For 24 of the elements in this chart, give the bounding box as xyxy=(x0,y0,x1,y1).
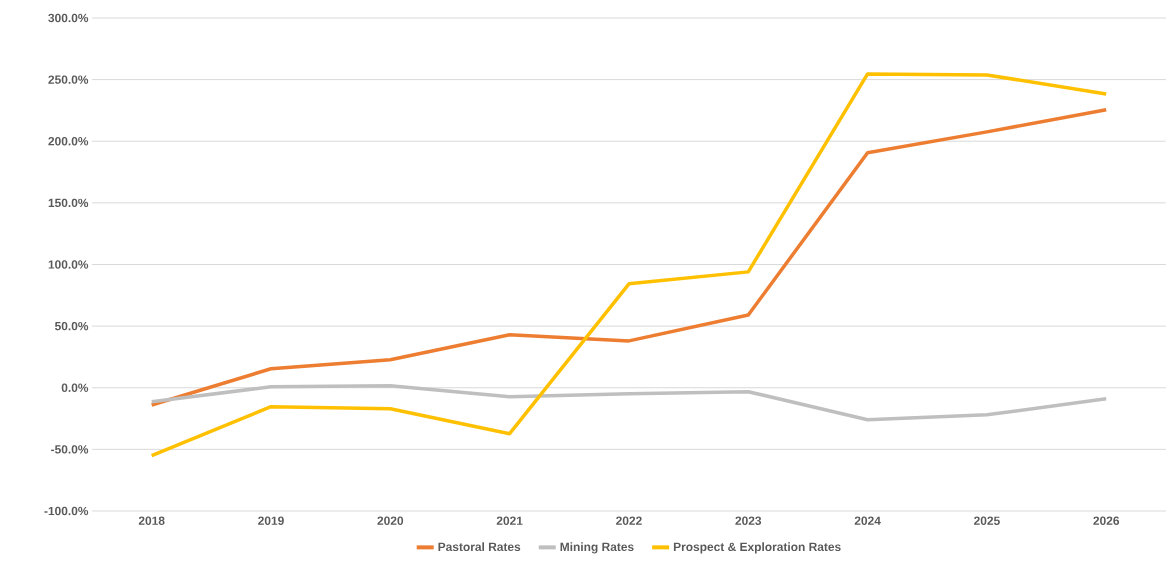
y-tick-label: 100.0% xyxy=(48,260,89,269)
legend-label: Prospect & Exploration Rates xyxy=(673,542,841,554)
x-tick-label: 2023 xyxy=(735,516,762,525)
x-tick-label: 2022 xyxy=(616,516,642,525)
legend-label: Pastoral Rates xyxy=(438,542,521,552)
y-tick-label: -100.0% xyxy=(44,506,89,516)
x-tick-label: 2020 xyxy=(377,516,404,525)
x-tick-label: 2018 xyxy=(138,516,165,525)
line-series xyxy=(149,384,1108,422)
x-tick-label: 2019 xyxy=(258,516,284,525)
y-tick-label: -50.0% xyxy=(51,445,89,454)
x-tick-label: 2025 xyxy=(974,516,1000,525)
line-series xyxy=(149,108,1108,407)
x-tick-label: 2026 xyxy=(1093,516,1120,525)
y-tick-label: 150.0% xyxy=(48,198,89,208)
y-tick-label: 0.0% xyxy=(61,383,89,392)
x-tick-label: 2021 xyxy=(496,516,523,525)
y-tick-label: 200.0% xyxy=(48,137,89,146)
y-tick-label: 300.0% xyxy=(48,13,89,23)
y-tick-label: 250.0% xyxy=(48,75,89,84)
line-series xyxy=(149,72,1108,458)
legend-label: Mining Rates xyxy=(560,542,634,554)
x-tick-label: 2024 xyxy=(854,516,881,525)
y-tick-label: 50.0% xyxy=(54,321,89,331)
